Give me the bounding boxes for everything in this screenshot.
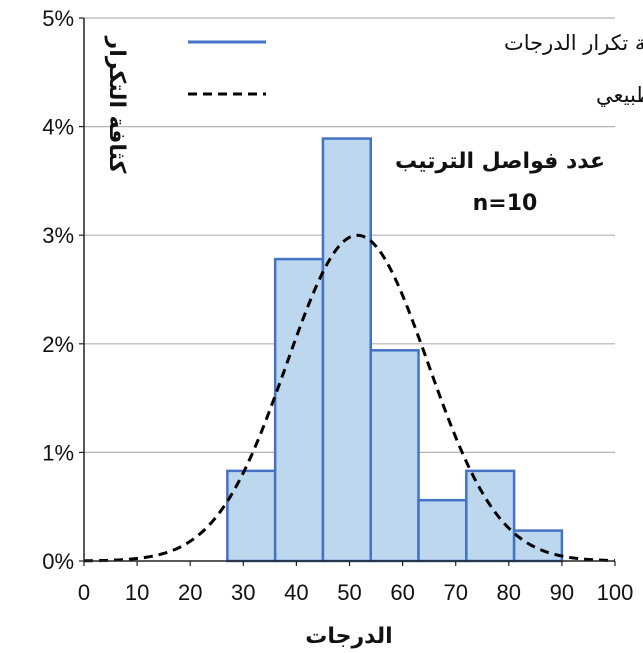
x-tick-label: 60 [390, 580, 414, 605]
x-tick-label: 10 [125, 580, 149, 605]
histogram-bar [369, 349, 420, 563]
y-tick-label: 2% [42, 332, 74, 357]
histogram-bar [417, 498, 468, 563]
y-tick-label: 4% [42, 115, 74, 140]
histogram-bar [273, 257, 325, 563]
legend: كثافة تكرار الدرجات منحني كثافة التكرار … [178, 20, 643, 112]
y-tick-label: 1% [42, 440, 74, 465]
histogram-bar [512, 529, 564, 563]
x-tick-label: 0 [78, 580, 90, 605]
histogram-bar [465, 469, 516, 563]
x-tick-label: 50 [337, 580, 361, 605]
legend-curve-label: منحني كثافة التكرار الطبيعي [596, 83, 643, 107]
legend-histogram-label: كثافة تكرار الدرجات [504, 31, 643, 55]
annotation-interval-label: عدد فواصل الترتيب [395, 149, 605, 174]
x-axis-title: الدرجات [305, 624, 392, 649]
annotation-n-value: n=10 [473, 191, 538, 216]
y-tick-labels: 0% 1% 2% 3% 4% 5% [42, 6, 84, 574]
x-tick-label: 70 [443, 580, 467, 605]
x-tick-label: 30 [231, 580, 255, 605]
y-tick-label: 3% [42, 223, 74, 248]
histogram-bar [226, 469, 277, 563]
x-tick-label: 20 [178, 580, 202, 605]
normal-curve-line [83, 233, 616, 563]
x-tick-label: 90 [550, 580, 574, 605]
x-tick-label: 40 [284, 580, 308, 605]
y-axis-title: كثافة التكرار [104, 36, 129, 174]
y-tick-label: 0% [42, 549, 74, 574]
x-tick-label: 80 [497, 580, 521, 605]
x-tick-label: 100 [597, 580, 634, 605]
histogram-bar [321, 137, 372, 563]
legend-white-box [178, 20, 606, 112]
x-tick-labels: 0 10 20 30 40 50 60 70 80 90 100 [78, 561, 633, 605]
y-tick-label: 5% [42, 6, 74, 31]
